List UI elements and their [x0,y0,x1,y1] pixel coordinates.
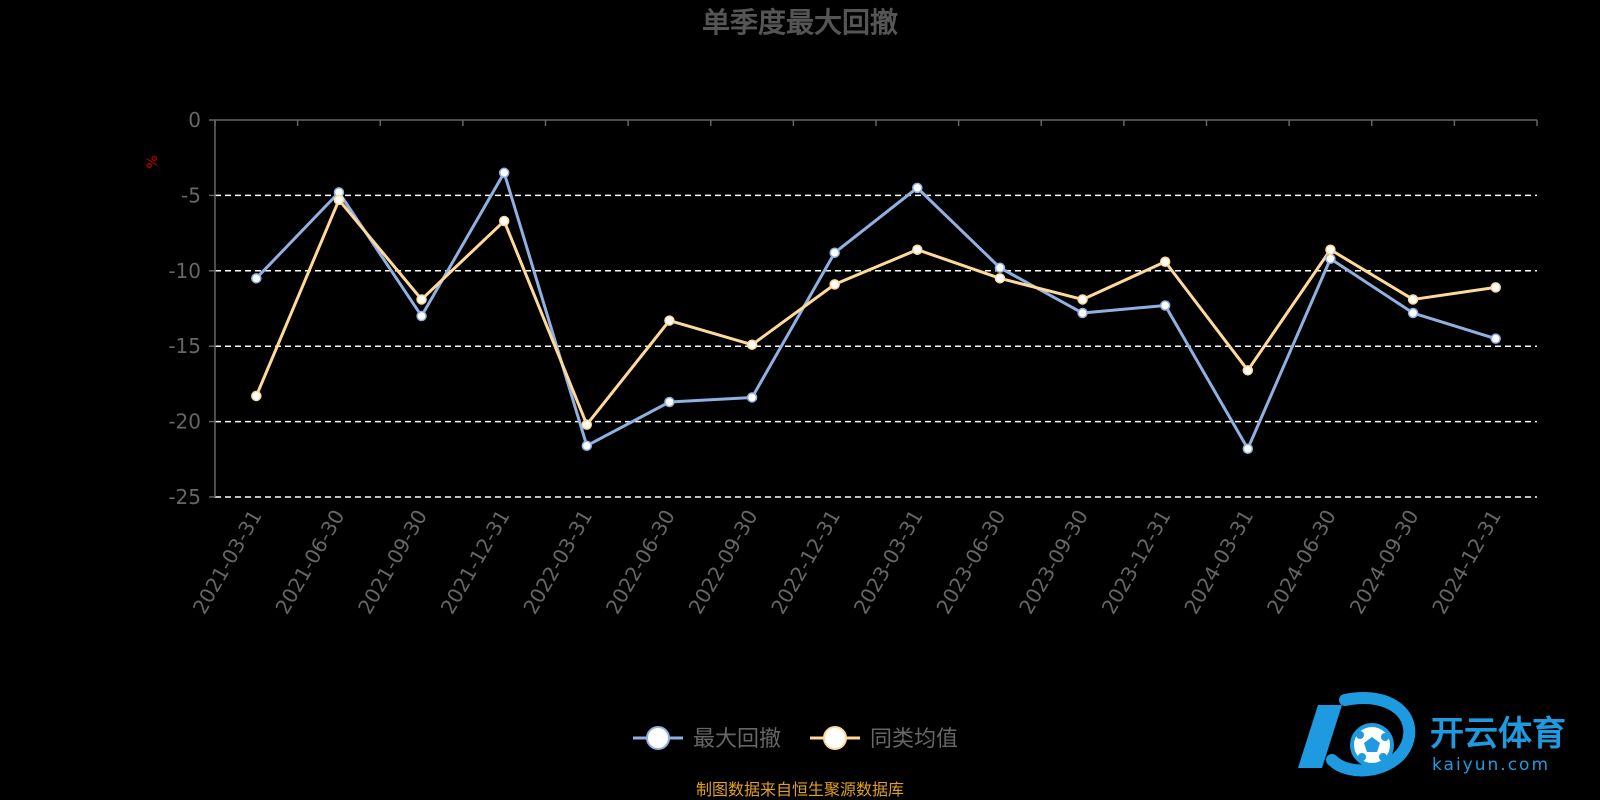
data-point-series-1[interactable] [1490,282,1501,293]
data-point-series-1[interactable] [912,244,923,255]
x-tick-label: 2022-06-30 [601,506,680,619]
x-tick-label: 2022-09-30 [683,506,762,619]
data-point-series-1[interactable] [333,194,345,206]
data-point-series-0[interactable] [416,310,427,322]
data-point-series-1[interactable] [994,273,1006,284]
legend-marker [646,726,670,750]
y-tick-label: 0 [188,108,201,132]
data-point-series-0[interactable] [912,182,923,194]
legend-label: 最大回撤 [693,727,781,752]
x-tick-label: 2023-03-31 [849,506,928,619]
x-tick-label: 2021-03-31 [188,506,267,619]
data-point-series-0[interactable] [994,262,1006,274]
plot-area [251,167,1501,454]
y-tick-label: -20 [168,410,201,434]
data-point-series-1[interactable] [1325,244,1336,255]
data-point-series-1[interactable] [251,390,262,402]
data-point-series-0[interactable] [664,396,675,408]
x-tick-label: 2021-12-31 [436,506,515,619]
data-point-series-1[interactable] [829,279,840,290]
y-axis-unit: % [145,155,161,168]
x-tick-label: 2023-06-30 [931,506,1010,619]
grid-lines [215,194,1537,498]
data-point-series-1[interactable] [1077,294,1088,305]
kaiyun-logo-icon [1298,692,1416,777]
data-point-series-1[interactable] [1407,294,1419,305]
data-point-series-0[interactable] [581,440,593,451]
data-point-series-1[interactable] [581,419,593,430]
data-point-series-0[interactable] [1159,300,1171,311]
data-point-series-0[interactable] [1407,307,1419,319]
chart-title: 单季度最大回撤 [702,6,898,39]
data-point-series-1[interactable] [664,315,675,326]
watermark-logo: 开云体育 kaiyun.com [1298,692,1566,777]
data-point-series-1[interactable] [746,339,758,350]
x-tick-label: 2024-06-30 [1262,506,1341,619]
series-line-0 [255,171,1497,451]
x-tick-label: 2021-09-30 [353,506,432,619]
y-tick-label: -5 [181,183,201,207]
data-point-series-0[interactable] [746,392,758,403]
y-tick-label: -10 [168,259,201,283]
x-tick-label: 2021-06-30 [270,506,349,619]
data-point-series-0[interactable] [1077,307,1088,319]
legend-label: 同类均值 [870,727,958,752]
x-tick-label: 2024-12-31 [1427,506,1506,619]
watermark-url: kaiyun.com [1432,755,1550,775]
watermark-brand: 开云体育 [1430,714,1566,754]
y-axis-ticks: 0 -5 -10 -15 -20 -25 [168,108,215,509]
data-point-series-1[interactable] [1159,256,1171,268]
x-tick-label: 2022-12-31 [766,506,845,619]
data-source-note: 制图数据来自恒生聚源数据库 [696,780,904,799]
legend-item-max-drawdown[interactable]: 最大回撤 [633,726,781,752]
x-tick-label: 2024-03-31 [1179,506,1258,619]
legend-item-peer-average[interactable]: 同类均值 [810,726,958,752]
data-point-series-1[interactable] [416,294,427,305]
legend-marker [823,726,847,750]
data-point-series-1[interactable] [1242,365,1254,376]
data-point-series-1[interactable] [498,215,510,227]
x-tick-label: 2023-12-31 [1097,506,1176,619]
series-line-1 [254,198,1496,427]
y-tick-label: -25 [168,485,201,509]
y-tick-label: -15 [168,334,201,358]
legend: 最大回撤 同类均值 [633,726,958,752]
data-point-series-0[interactable] [1325,253,1336,264]
x-tick-label: 2022-03-31 [518,506,597,619]
x-tick-label: 2024-09-30 [1344,506,1423,619]
x-tick-label: 2023-09-30 [1014,506,1093,619]
data-point-series-0[interactable] [1490,333,1501,344]
data-point-series-0[interactable] [1242,443,1254,454]
data-point-series-0[interactable] [251,273,262,284]
data-point-series-0[interactable] [829,247,840,258]
axes [214,119,1537,497]
data-point-series-0[interactable] [498,167,510,179]
